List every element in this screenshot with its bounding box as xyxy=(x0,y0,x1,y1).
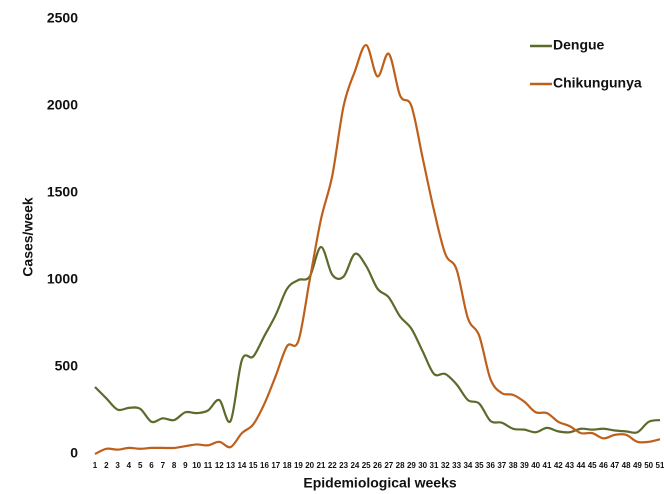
x-tick-label: 38 xyxy=(509,461,518,470)
x-tick-label: 4 xyxy=(127,461,132,470)
x-tick-label: 45 xyxy=(588,461,597,470)
x-tick-label: 28 xyxy=(396,461,405,470)
x-tick-label: 25 xyxy=(362,461,371,470)
x-tick-label: 43 xyxy=(565,461,574,470)
y-tick-label: 500 xyxy=(55,358,79,374)
x-tick-label: 17 xyxy=(271,461,280,470)
x-tick-label: 31 xyxy=(430,461,439,470)
x-tick-label: 9 xyxy=(183,461,188,470)
x-tick-label: 7 xyxy=(161,461,166,470)
x-tick-label: 36 xyxy=(486,461,495,470)
legend-label: Chikungunya xyxy=(553,75,642,91)
x-tick-label: 29 xyxy=(407,461,416,470)
x-tick-label: 13 xyxy=(226,461,235,470)
x-tick-label: 34 xyxy=(463,461,472,470)
x-tick-label: 27 xyxy=(384,461,393,470)
x-tick-label: 1 xyxy=(93,461,98,470)
x-tick-label: 22 xyxy=(328,461,337,470)
line xyxy=(94,44,661,455)
x-tick-label: 23 xyxy=(339,461,348,470)
y-tick-label: 1500 xyxy=(47,184,78,200)
x-tick-label: 8 xyxy=(172,461,177,470)
x-tick-label: 19 xyxy=(294,461,303,470)
y-tick-label: 2500 xyxy=(47,10,78,26)
x-tick-label: 49 xyxy=(633,461,642,470)
y-tick-label: 0 xyxy=(70,445,78,461)
x-tick-label: 20 xyxy=(305,461,314,470)
x-tick-label: 5 xyxy=(138,461,143,470)
x-tick-label: 46 xyxy=(599,461,608,470)
x-tick-label: 30 xyxy=(418,461,427,470)
x-tick-label: 26 xyxy=(373,461,382,470)
x-tick-label: 32 xyxy=(441,461,450,470)
x-tick-label: 10 xyxy=(192,461,201,470)
x-tick-label: 37 xyxy=(497,461,506,470)
x-tick-label: 33 xyxy=(452,461,461,470)
legend-label: Dengue xyxy=(553,37,605,53)
x-tick-label: 14 xyxy=(237,461,246,470)
x-tick-label: 11 xyxy=(204,461,213,470)
line xyxy=(94,245,661,434)
x-tick-label: 44 xyxy=(576,461,585,470)
x-tick-label: 47 xyxy=(610,461,619,470)
y-tick-label: 1000 xyxy=(47,271,78,287)
x-tick-label: 2 xyxy=(104,461,109,470)
x-tick-label: 6 xyxy=(149,461,154,470)
x-tick-label: 48 xyxy=(622,461,631,470)
x-tick-label: 21 xyxy=(317,461,326,470)
x-tick-label: 39 xyxy=(520,461,529,470)
x-tick-label: 41 xyxy=(543,461,552,470)
x-tick-label: 15 xyxy=(249,461,258,470)
y-tick-label: 2000 xyxy=(47,97,78,113)
x-tick-label: 16 xyxy=(260,461,269,470)
x-tick-label: 35 xyxy=(475,461,484,470)
x-tick-label: 42 xyxy=(554,461,563,470)
x-tick-label: 51 xyxy=(656,461,664,470)
x-tick-label: 18 xyxy=(283,461,292,470)
x-tick-label: 40 xyxy=(531,461,540,470)
x-tick-label: 3 xyxy=(115,461,120,470)
x-tick-label: 50 xyxy=(644,461,653,470)
x-tick-label: 12 xyxy=(215,461,224,470)
x-axis-title: Epidemiological weeks xyxy=(303,475,456,491)
x-tick-label: 24 xyxy=(350,461,359,470)
y-axis-title: Cases/week xyxy=(20,197,36,277)
